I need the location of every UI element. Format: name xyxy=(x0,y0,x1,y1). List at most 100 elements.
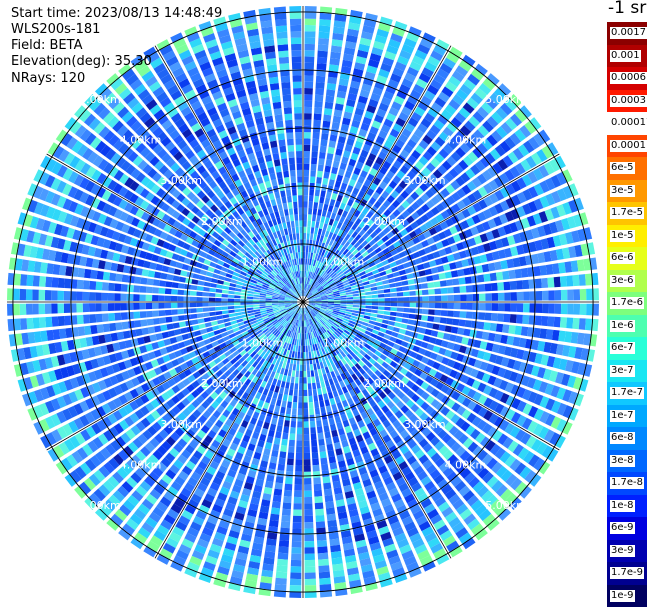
ray-gate-cell xyxy=(152,466,164,478)
ray-gate-cell xyxy=(318,571,331,579)
ray-gate-cell xyxy=(353,428,362,437)
ray-gate-cell xyxy=(216,284,224,289)
ray-gate-cell xyxy=(168,243,177,252)
ray-gate-cell xyxy=(394,61,407,72)
ray-gate-cell xyxy=(378,129,388,139)
ray-gate-cell xyxy=(532,423,544,436)
ray-gate-cell xyxy=(202,185,212,194)
ray-gate-cell xyxy=(38,289,46,301)
ray-gate-cell xyxy=(108,97,121,110)
ray-gate-cell xyxy=(374,226,382,235)
ray-gate-cell xyxy=(214,434,224,444)
ray-gate-cell xyxy=(337,367,344,375)
ray-gate-cell xyxy=(478,284,486,292)
ray-gate-cell xyxy=(315,508,325,516)
ray-gate-cell xyxy=(285,295,292,299)
ray-gate-cell xyxy=(377,266,385,273)
ray-gate-cell xyxy=(321,209,327,217)
ray-gate-cell xyxy=(96,186,107,198)
ray-gate-cell xyxy=(413,128,425,139)
ray-gate-cell xyxy=(527,171,538,184)
ray-gate-cell xyxy=(236,472,246,482)
ray-gate-cell xyxy=(299,314,301,321)
ray-gate-cell xyxy=(245,475,255,485)
ray-gate-cell xyxy=(324,366,330,374)
ray-gate-cell xyxy=(283,335,288,342)
ray-gate-cell xyxy=(423,365,432,374)
ray-gate-cell xyxy=(321,317,328,323)
ray-gate-cell xyxy=(520,326,529,337)
ray-gate-cell xyxy=(241,267,249,274)
ray-gate-cell xyxy=(240,295,247,299)
ray-gate-cell xyxy=(401,200,410,209)
ray-gate-cell xyxy=(63,353,72,365)
ray-gate-cell xyxy=(395,351,404,358)
ray-gate-cell xyxy=(573,377,583,390)
ray-gate-cell xyxy=(33,421,45,435)
ray-gate-cell xyxy=(468,458,480,471)
ray-gate-cell xyxy=(284,304,291,306)
ray-gate-cell xyxy=(378,444,388,453)
ray-gate-cell xyxy=(276,285,283,290)
ray-gate-cell xyxy=(329,397,336,406)
ray-gate-cell xyxy=(358,289,365,293)
ray-gate-cell xyxy=(360,411,369,420)
ray-gate-cell xyxy=(392,434,403,444)
ray-gate-cell xyxy=(90,324,98,335)
ray-gate-cell xyxy=(365,235,373,243)
ray-gate-cell xyxy=(455,446,466,457)
ray-gate-cell xyxy=(135,421,146,432)
ray-gate-cell xyxy=(79,337,88,348)
ray-gate-cell xyxy=(422,302,429,308)
ray-gate-cell xyxy=(242,282,250,288)
ray-gate-cell xyxy=(229,196,238,205)
ray-gate-cell xyxy=(295,452,303,460)
ray-gate-cell xyxy=(257,517,268,526)
ray-gate-cell xyxy=(399,429,410,439)
ray-gate-cell xyxy=(129,388,139,399)
ray-gate-cell xyxy=(330,342,336,350)
ray-gate-cell xyxy=(74,125,87,138)
ray-gate-cell xyxy=(187,498,199,509)
ray-gate-cell xyxy=(188,245,197,253)
ray-gate-cell xyxy=(386,194,395,204)
ray-gate-cell xyxy=(370,92,381,102)
ray-gate-cell xyxy=(271,336,278,343)
ray-gate-cell xyxy=(201,498,213,509)
ray-gate-cell xyxy=(458,277,466,285)
ray-gate-cell xyxy=(522,389,532,401)
ray-gate-cell xyxy=(208,302,216,307)
ray-gate-cell xyxy=(543,341,552,353)
ray-gate-cell xyxy=(294,292,299,298)
ray-gate-cell xyxy=(40,435,52,449)
ray-gate-cell xyxy=(437,164,448,175)
ray-gate-cell xyxy=(287,308,293,313)
ray-gate-cell xyxy=(399,510,411,520)
ray-gate-cell xyxy=(425,405,435,415)
ray-gate-cell xyxy=(362,215,370,224)
ray-gate-cell xyxy=(234,312,242,316)
ray-gate-cell xyxy=(392,271,400,278)
ray-gate-cell xyxy=(87,151,99,164)
ray-gate-cell xyxy=(438,131,450,143)
ray-gate-cell xyxy=(297,332,300,340)
ray-gate-cell xyxy=(324,494,334,503)
ray-gate-cell xyxy=(433,281,441,288)
ray-gate-cell xyxy=(464,276,472,284)
ray-gate-cell xyxy=(434,136,446,147)
ray-gate-cell xyxy=(457,268,465,277)
ray-gate-cell xyxy=(234,295,241,299)
ray-gate-cell xyxy=(249,256,257,263)
ray-gate-cell xyxy=(395,259,403,266)
ray-gate-cell xyxy=(317,44,329,52)
ray-gate-cell xyxy=(359,37,372,47)
ray-gate-cell xyxy=(279,333,285,340)
ray-gate-cell xyxy=(358,367,366,375)
ray-gate-cell xyxy=(185,149,195,160)
ray-gate-cell xyxy=(275,275,281,281)
ray-gate-cell xyxy=(163,258,172,266)
ray-gate-cell xyxy=(140,200,150,210)
ray-gate-cell xyxy=(89,280,97,290)
ray-gate-cell xyxy=(40,262,48,274)
ray-gate-cell xyxy=(262,367,269,375)
